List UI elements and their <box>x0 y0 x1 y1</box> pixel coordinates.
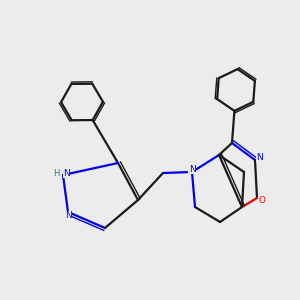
Text: N: N <box>256 152 263 161</box>
Text: N: N <box>189 164 195 173</box>
Text: N: N <box>63 169 70 178</box>
Text: O: O <box>259 196 266 205</box>
Text: N: N <box>64 211 71 220</box>
Text: H: H <box>53 169 60 178</box>
